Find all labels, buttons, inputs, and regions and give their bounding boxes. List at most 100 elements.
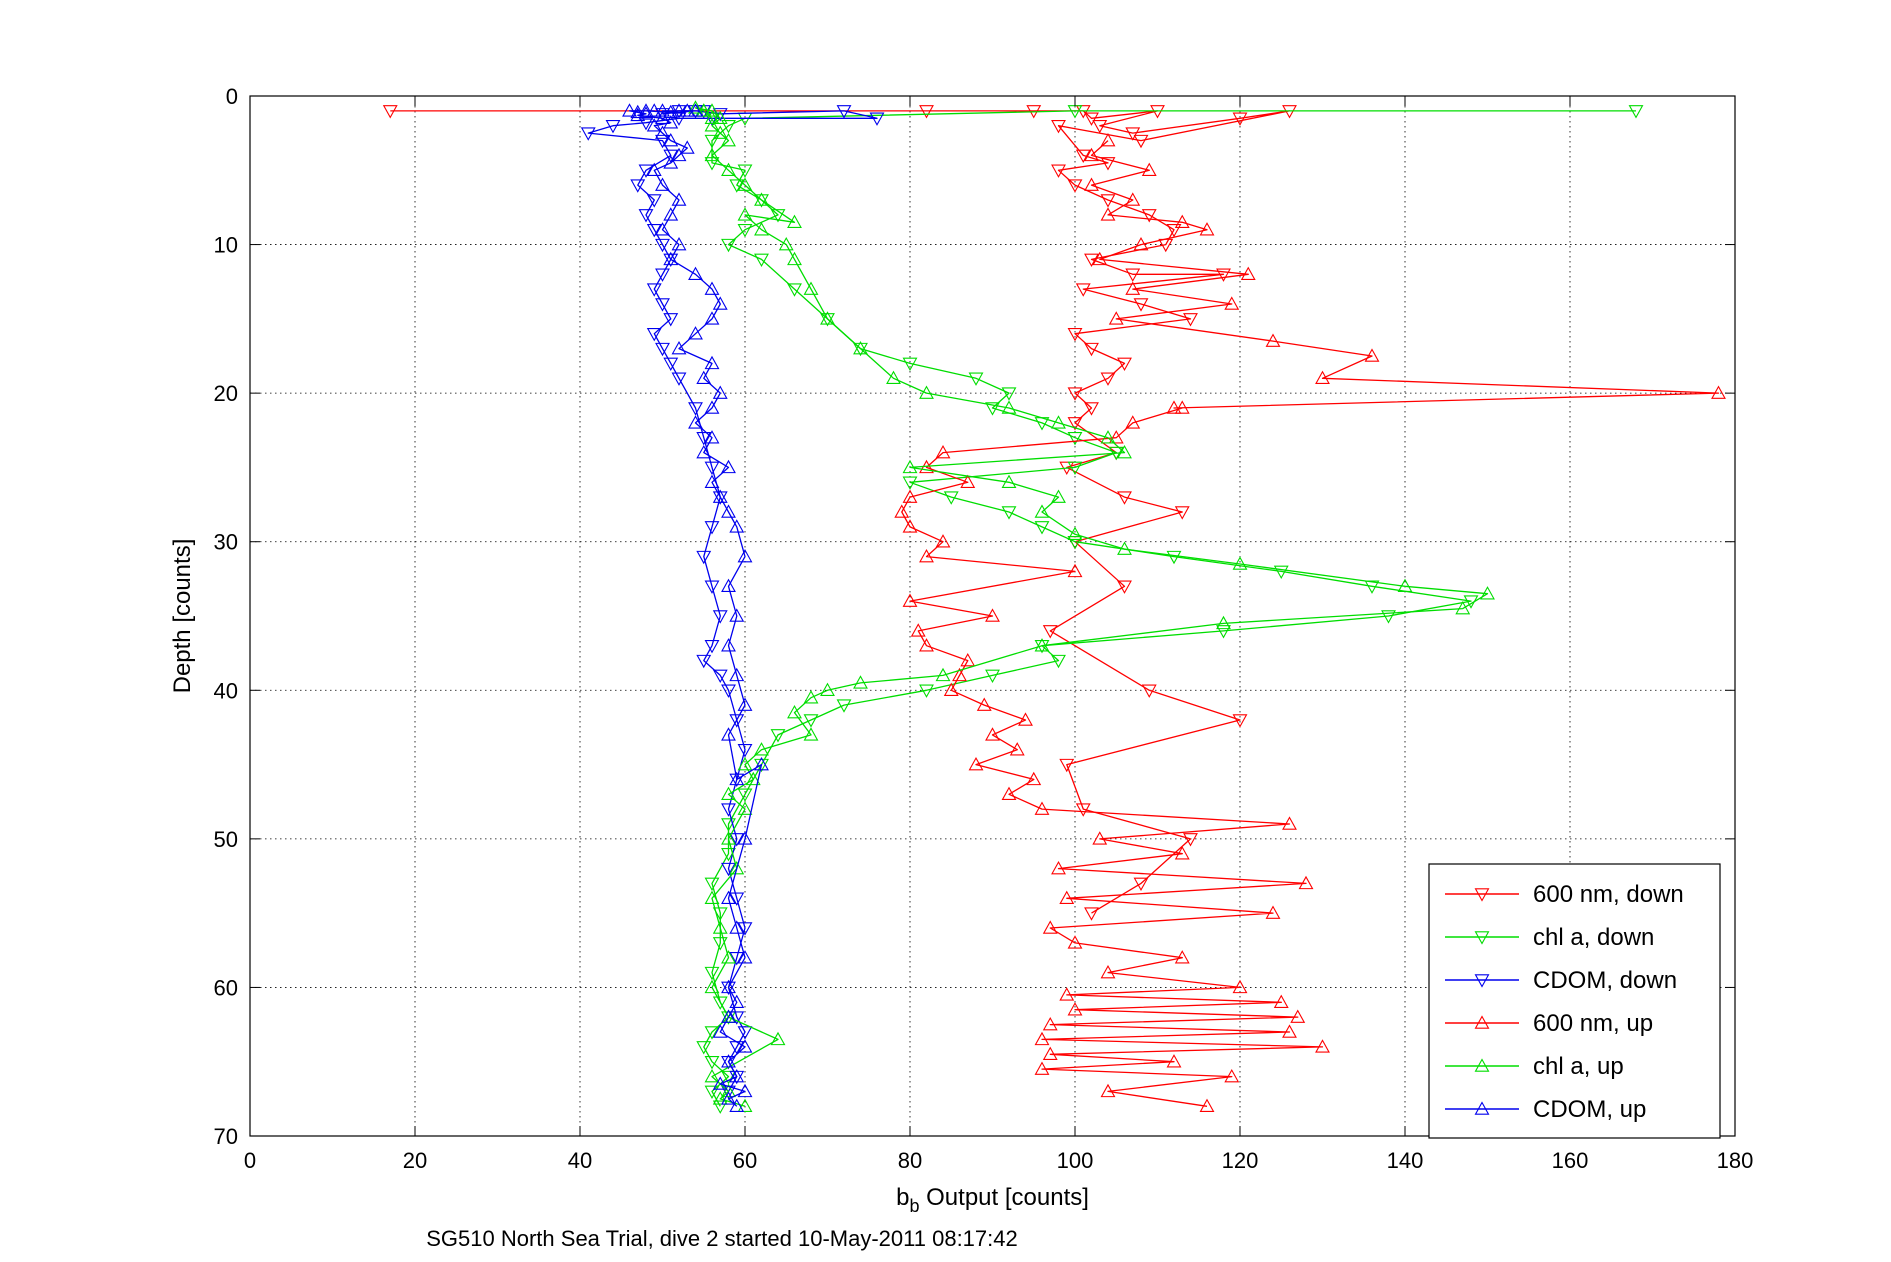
y-tick-label: 40 [214, 678, 238, 703]
data-point-chl-a-up [1480, 586, 1495, 600]
data-point-chl-a-up [919, 385, 934, 399]
data-point-600-nm-up [1092, 251, 1108, 266]
data-point-chl-a-down [704, 134, 720, 149]
data-point-cdom-up [630, 104, 646, 119]
data-point-cdom-down [663, 357, 679, 372]
data-point-chl-a-up [803, 281, 819, 295]
data-point-cdom-up [729, 994, 745, 1009]
data-point-chl-a-up [729, 860, 745, 875]
data-point-cdom-up [663, 207, 679, 221]
data-point-cdom-down [721, 862, 736, 877]
data-point-cdom-up [663, 251, 679, 266]
data-point-chl-a-up [1117, 444, 1132, 459]
legend-label: CDOM, down [1533, 967, 1677, 994]
data-point-600-nm-down [1075, 803, 1091, 817]
data-point-600-nm-up [1034, 1031, 1050, 1046]
data-point-chl-a-down [737, 223, 753, 238]
data-point-600-nm-up [1034, 1061, 1050, 1075]
data-point-chl-a-down [704, 1026, 720, 1040]
data-point-cdom-up [679, 140, 695, 154]
data-point-600-nm-up [1100, 207, 1116, 221]
y-tick-label: 50 [214, 827, 238, 852]
x-tick-label: 160 [1552, 1148, 1589, 1173]
data-point-600-nm-down [1216, 268, 1231, 282]
data-point-600-nm-down [1084, 342, 1099, 357]
data-point-600-nm-down [1117, 580, 1132, 594]
data-point-600-nm-up [1166, 400, 1182, 414]
data-point-cdom-down [638, 209, 654, 223]
data-point-600-nm-up [1092, 831, 1108, 845]
x-tick-label: 100 [1057, 1148, 1094, 1173]
series-cdom-up [622, 103, 769, 1113]
data-point-cdom-up [655, 177, 670, 191]
data-point-cdom-up [704, 474, 720, 489]
data-point-chl-a-up [1216, 615, 1231, 630]
data-point-chl-a-up [754, 192, 769, 206]
data-point-cdom-up [646, 103, 662, 117]
legend-label: 600 nm, up [1533, 1010, 1653, 1037]
data-point-chl-a-down [803, 714, 819, 728]
data-point-chl-a-down [836, 699, 852, 713]
data-point-600-nm-down [1051, 119, 1066, 134]
data-point-600-nm-up [902, 519, 918, 533]
data-point-cdom-down [729, 1011, 745, 1025]
data-point-chl-a-down [721, 238, 736, 253]
data-point-600-nm-down [1166, 223, 1182, 238]
x-tick-label: 20 [403, 1148, 427, 1173]
data-point-cdom-down [712, 669, 728, 684]
data-point-chl-a-up [754, 742, 769, 756]
data-point-chl-a-down [770, 729, 786, 743]
y-tick-label: 10 [214, 233, 238, 258]
data-point-cdom-up [712, 1024, 728, 1038]
data-point-chl-a-down [712, 996, 728, 1010]
data-point-cdom-up [688, 326, 703, 340]
data-point-cdom-up [721, 727, 736, 741]
x-tick-label: 80 [898, 1148, 922, 1173]
data-point-chl-a-up [1232, 556, 1248, 570]
data-point-chl-a-down [1067, 461, 1083, 476]
data-point-600-nm-up [1034, 801, 1050, 815]
data-point-600-nm-up [1067, 1002, 1083, 1016]
data-point-chl-a-up [737, 756, 753, 771]
data-point-cdom-up [704, 400, 720, 414]
data-point-cdom-up [704, 355, 720, 370]
data-point-chl-a-up [770, 1031, 786, 1046]
data-point-cdom-down [671, 112, 687, 126]
legend-box [1428, 863, 1721, 1139]
data-point-cdom-down [655, 342, 670, 357]
data-point-cdom-down [712, 610, 728, 624]
data-point-cdom-down [630, 179, 646, 193]
data-point-600-nm-up [1108, 430, 1124, 444]
legend-marker [1474, 1058, 1490, 1072]
data-point-600-nm-up [1174, 400, 1190, 414]
data-point-600-nm-up [1282, 816, 1297, 830]
data-point-600-nm-up [1282, 1024, 1297, 1038]
x-tick-label: 120 [1222, 1148, 1259, 1173]
data-point-cdom-down [663, 149, 679, 164]
data-point-cdom-up [721, 979, 736, 994]
data-point-cdom-up [721, 1009, 736, 1023]
y-axis-label: Depth [counts] [169, 539, 196, 694]
data-point-600-nm-up [1001, 786, 1017, 801]
data-point-chl-a-down [712, 1100, 728, 1114]
data-point-600-nm-down [1067, 327, 1083, 342]
data-point-chl-a-down [1001, 506, 1017, 520]
legend-item: 600 nm, down [1445, 881, 1684, 908]
series-layer [382, 100, 1726, 1114]
data-point-cdom-down [580, 127, 596, 141]
data-point-600-nm-down [1084, 253, 1099, 268]
y-tick-label: 70 [214, 1124, 238, 1149]
x-tick-label: 40 [568, 1148, 592, 1173]
data-point-cdom-down [737, 743, 753, 758]
data-point-cdom-down [671, 372, 687, 386]
data-point-600-nm-down [1232, 714, 1248, 728]
data-point-cdom-down [729, 714, 745, 728]
data-point-chl-a-down [985, 669, 1000, 684]
data-point-cdom-down [646, 327, 662, 342]
data-point-cdom-up [646, 118, 662, 132]
data-point-cdom-up [671, 340, 687, 355]
series-line-600-nm-down [390, 110, 1291, 914]
data-point-cdom-up [754, 756, 769, 771]
data-point-chl-a-up [803, 690, 819, 704]
data-point-chl-a-up [1051, 489, 1066, 503]
